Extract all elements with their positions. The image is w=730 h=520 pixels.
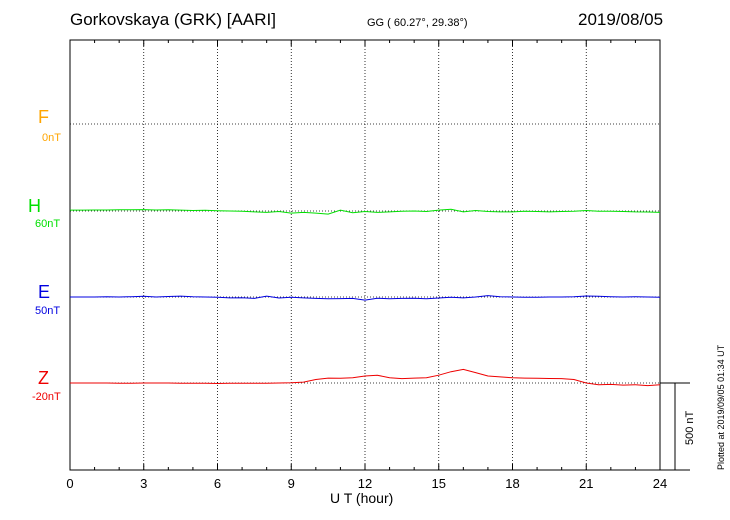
scale-bar-label: 500 nT <box>684 410 696 445</box>
x-tick-label: 18 <box>505 476 519 491</box>
x-tick-label: 12 <box>358 476 372 491</box>
component-Z-label: Z <box>38 368 49 388</box>
station-title: Gorkovskaya (GRK) [AARI] <box>70 10 276 29</box>
grid-lines <box>70 40 660 470</box>
x-tick-label: 3 <box>140 476 147 491</box>
x-tick-label: 21 <box>579 476 593 491</box>
x-axis-ticks: 0 3 6 9 12 15 18 21 24 <box>66 40 667 491</box>
component-Z-offset: -20nT <box>32 391 61 403</box>
series-H-line <box>70 208 661 215</box>
component-H-offset: 60nT <box>35 218 61 230</box>
scale-bar: 500 nT <box>660 382 696 471</box>
component-F-label: F <box>38 107 49 127</box>
x-tick-label: 0 <box>66 476 73 491</box>
series-E-line <box>70 295 661 301</box>
component-E-offset: 50nT <box>35 305 61 317</box>
x-axis-label: U T (hour) <box>330 490 394 506</box>
x-tick-label: 6 <box>214 476 221 491</box>
x-tick-label: 15 <box>432 476 446 491</box>
plot-frame <box>69 39 661 471</box>
x-tick-label: 9 <box>288 476 295 491</box>
series-lines <box>70 208 661 387</box>
date-label: 2019/08/05 <box>578 10 664 29</box>
geo-coords: GG ( 60.27°, 29.38°) <box>367 17 468 29</box>
x-tick-label: 24 <box>653 476 667 491</box>
component-H-label: H <box>28 196 41 216</box>
component-F-offset: 0nT <box>42 132 61 144</box>
plotted-timestamp: Plotted at 2019/09/05 01:34 UT <box>716 344 726 470</box>
component-E-label: E <box>38 282 51 302</box>
series-Z-line <box>70 368 661 387</box>
